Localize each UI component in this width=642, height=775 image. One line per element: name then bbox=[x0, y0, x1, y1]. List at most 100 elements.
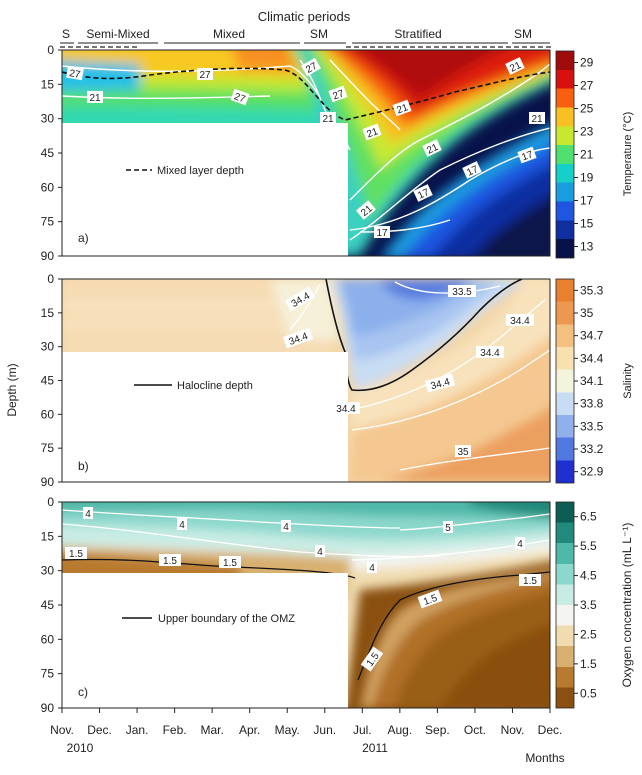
panel-label: a) bbox=[78, 231, 89, 245]
contour-label: 34.4 bbox=[332, 402, 360, 415]
contour-label: 27 bbox=[66, 65, 84, 81]
contour-label: 5 bbox=[443, 521, 453, 534]
colorbar-tick-label: 29 bbox=[580, 56, 594, 70]
year-label: 2011 bbox=[362, 741, 388, 755]
svg-text:4: 4 bbox=[517, 539, 523, 550]
colorbar-tick-label: 13 bbox=[580, 240, 594, 254]
colorbar-ticks: 13 15 17 19 21 23 25 27 29 bbox=[574, 56, 594, 254]
contour-label: 1.5 bbox=[65, 547, 87, 560]
svg-text:27: 27 bbox=[68, 68, 81, 81]
colorbar-tick-label: 5.5 bbox=[580, 539, 597, 553]
contour-label: 21 bbox=[505, 57, 525, 75]
legend-box bbox=[62, 352, 348, 483]
depth-tick-label: 15 bbox=[41, 77, 55, 91]
month-tick-label: Aug. bbox=[388, 723, 413, 737]
svg-text:34.4: 34.4 bbox=[336, 404, 356, 415]
depth-tick-label: 60 bbox=[41, 632, 55, 646]
period-label: SM bbox=[514, 27, 532, 41]
svg-text:21: 21 bbox=[508, 60, 523, 75]
colorbar-oxygen bbox=[555, 501, 575, 709]
contour-label: 21 bbox=[422, 139, 442, 157]
period-label: S bbox=[62, 27, 70, 41]
month-tick-label: Nov. bbox=[501, 723, 525, 737]
depth-tick-label: 0 bbox=[47, 495, 54, 509]
svg-text:17: 17 bbox=[376, 228, 388, 239]
contour-labels: 33.534.434.434.434.434.434.435 bbox=[282, 285, 534, 458]
contour-label: 34.4 bbox=[506, 314, 534, 327]
colorbar-tick-label: 33.5 bbox=[580, 419, 604, 433]
month-tick-label: Jul. bbox=[353, 723, 372, 737]
depth-tick-label: 0 bbox=[47, 272, 54, 286]
svg-text:4: 4 bbox=[369, 563, 375, 574]
legend-box bbox=[62, 573, 348, 709]
month-tick-label: Jan. bbox=[126, 723, 149, 737]
colorbar-tick-label: 34.4 bbox=[580, 351, 604, 365]
svg-text:27: 27 bbox=[304, 61, 320, 76]
month-tick-label: Feb. bbox=[163, 723, 187, 737]
colorbar-ticks: 32.9 33.2 33.5 33.8 34.1 34.4 34.7 35 35.3 bbox=[574, 283, 604, 479]
colorbar-tick-label: 35 bbox=[580, 306, 594, 320]
contour-label: 17 bbox=[517, 146, 537, 163]
contour-label: 17 bbox=[413, 184, 433, 202]
month-tick-label: Mar. bbox=[200, 723, 223, 737]
colorbar-label: Temperature (°C) bbox=[622, 112, 634, 196]
depth-tick-label: 45 bbox=[41, 374, 55, 388]
colorbar-tick-label: 33.2 bbox=[580, 442, 604, 456]
contour-label: 21 bbox=[392, 99, 412, 116]
colorbar-tick-label: 2.5 bbox=[580, 627, 597, 641]
depth-tick-label: 45 bbox=[41, 146, 55, 160]
month-tick-label: Jun. bbox=[313, 723, 336, 737]
svg-text:21: 21 bbox=[425, 142, 440, 157]
colorbar-tick-label: 21 bbox=[580, 148, 594, 162]
depth-tick-label: 75 bbox=[41, 215, 55, 229]
colorbar-tick-label: 33.8 bbox=[580, 397, 604, 411]
depth-tick-label: 90 bbox=[41, 249, 55, 263]
year-label: 2010 bbox=[67, 741, 94, 755]
svg-text:4: 4 bbox=[179, 520, 185, 531]
svg-text:21: 21 bbox=[89, 93, 101, 104]
panel-label: b) bbox=[78, 459, 89, 473]
colorbar-salinity bbox=[555, 278, 575, 484]
contour-label: 1.5 bbox=[159, 554, 181, 567]
colorbar-temperature bbox=[555, 50, 575, 259]
contour-label: 17 bbox=[374, 226, 390, 239]
depth-tick-label: 60 bbox=[41, 180, 55, 194]
svg-text:17: 17 bbox=[520, 149, 535, 163]
colorbar-tick-label: 32.9 bbox=[580, 465, 604, 479]
depth-tick-label: 30 bbox=[41, 564, 55, 578]
colorbar-tick-label: 17 bbox=[580, 194, 594, 208]
svg-text:33.5: 33.5 bbox=[452, 287, 472, 298]
month-tick-label: Dec. bbox=[538, 723, 563, 737]
month-tick-label: Nov. bbox=[50, 723, 74, 737]
colorbar-tick-label: 25 bbox=[580, 102, 594, 116]
contour-label: 4 bbox=[281, 520, 291, 533]
period-label: Mixed bbox=[213, 27, 245, 41]
colorbar-tick-label: 23 bbox=[580, 125, 594, 139]
depth-axis: 0 15 30 45 60 75 90 0 15 30 45 60 75 90 0 15 30 45 60 75 90 bbox=[41, 43, 62, 715]
svg-text:34.4: 34.4 bbox=[480, 348, 500, 359]
svg-text:21: 21 bbox=[322, 114, 334, 125]
colorbar-tick-label: 0.5 bbox=[580, 686, 597, 700]
svg-text:5: 5 bbox=[445, 523, 451, 534]
svg-text:34.4: 34.4 bbox=[430, 377, 452, 393]
contour-label: 21 bbox=[529, 112, 545, 125]
colorbar-ticks: 0.5 1.5 2.5 3.5 4.5 5.5 6.5 bbox=[574, 510, 597, 700]
svg-text:1.5: 1.5 bbox=[163, 556, 177, 567]
colorbar-tick-label: 1.5 bbox=[580, 657, 597, 671]
depth-tick-label: 0 bbox=[47, 43, 54, 57]
depth-tick-label: 30 bbox=[41, 112, 55, 126]
depth-axis-label: Depth (m) bbox=[5, 363, 19, 416]
contour-label: 4 bbox=[177, 518, 187, 531]
colorbar-tick-label: 35.3 bbox=[580, 283, 604, 297]
colorbar-tick-label: 4.5 bbox=[580, 569, 597, 583]
contour-label: 1.5 bbox=[417, 589, 443, 609]
month-axis: Nov. Dec. Jan. Feb. Mar. Apr. May. Jun. Jul. Aug.… bbox=[50, 708, 562, 737]
svg-text:35: 35 bbox=[457, 447, 469, 458]
depth-tick-label: 15 bbox=[41, 529, 55, 543]
month-tick-label: Dec. bbox=[87, 723, 112, 737]
svg-text:17: 17 bbox=[416, 187, 431, 202]
contour-label: 34.4 bbox=[424, 373, 456, 393]
svg-text:1.5: 1.5 bbox=[523, 576, 537, 587]
